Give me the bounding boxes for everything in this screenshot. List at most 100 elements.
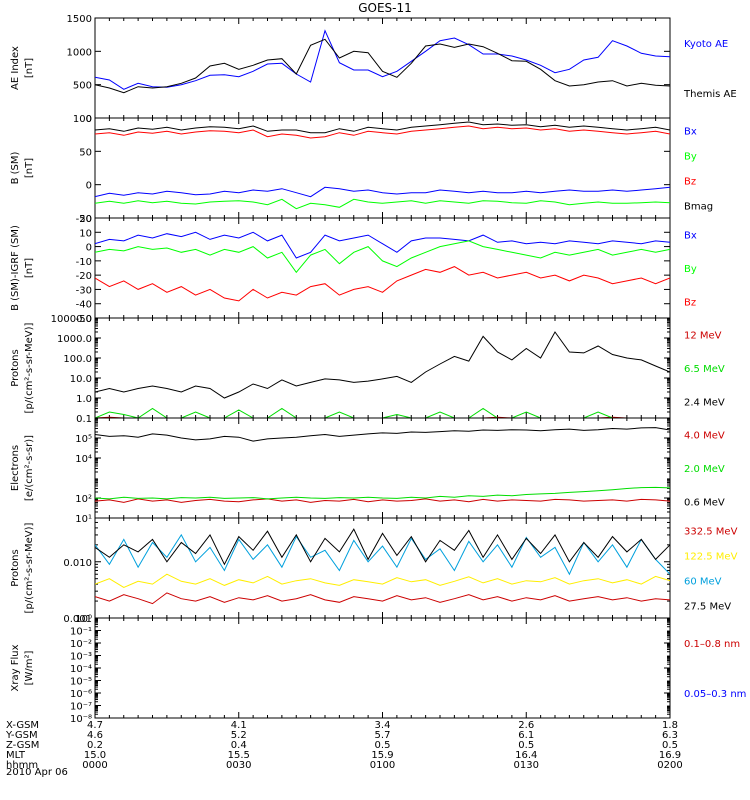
y-tick-label: -50 xyxy=(76,214,92,225)
footer-value: 0200 xyxy=(657,760,682,771)
panel-6: 0.001 0.010 Protons [p/(cm²-s-sr-MeV)] 332.5… xyxy=(10,517,738,625)
y-axis-label: [W/m²] xyxy=(24,650,35,685)
legend-label: 332.5 MeV xyxy=(684,527,738,538)
footer-value: 0.4 xyxy=(231,740,247,751)
y-tick-label: 20 xyxy=(79,214,92,225)
y-tick-label: 0.001 xyxy=(63,614,92,625)
footer-group: X-GSM 4.7 4.1 3.4 2.6 1.8 Y-GSM 4.6 5.2 5.7 6.1 6.3… xyxy=(5,720,683,771)
y-tick-label: 10¹ xyxy=(75,514,92,525)
series-line xyxy=(95,240,670,274)
series-line xyxy=(95,573,670,588)
footer-value: 5.7 xyxy=(375,730,391,741)
y-axis-label: [nT] xyxy=(24,58,35,78)
series-line xyxy=(95,121,670,134)
y-tick-label: 100.0 xyxy=(63,354,92,365)
y-tick-label: 1500 xyxy=(67,14,92,25)
panel-frame xyxy=(94,317,671,419)
panel-frame xyxy=(94,217,671,319)
y-tick-label: 0.1 xyxy=(76,414,92,425)
series-line xyxy=(95,231,670,259)
series-line xyxy=(95,186,670,198)
y-tick-label: 0.010 xyxy=(63,558,92,569)
series-line xyxy=(95,498,670,503)
y-tick-label: 100 xyxy=(73,114,92,125)
legend-label: 0.1–0.8 nm xyxy=(684,639,740,650)
footer-value: 1.8 xyxy=(662,720,678,731)
legend-label: By xyxy=(684,264,697,275)
legend-label: 2.0 MeV xyxy=(684,464,725,475)
legend-label: 27.5 MeV xyxy=(684,602,731,613)
footer-value: 4.6 xyxy=(87,730,103,741)
y-axis-label: Protons xyxy=(10,549,21,586)
panel-1: 0 500 1000 1500 AE Index [nT] Kyoto AE Themis A… xyxy=(10,14,737,125)
chart-title: GOES-11 xyxy=(358,1,412,15)
y-tick-label: -50 xyxy=(76,314,92,325)
legend-label: Bmag xyxy=(684,202,713,213)
y-tick-label: 1.0 xyxy=(76,394,92,405)
footer-value: 0100 xyxy=(370,760,395,771)
legend-label: Bz xyxy=(684,297,696,308)
series-line xyxy=(95,29,670,90)
y-axis-label: [nT] xyxy=(24,258,35,278)
series-line xyxy=(95,592,670,605)
series-line xyxy=(95,38,670,94)
y-tick-label: -10 xyxy=(76,257,92,268)
footer-value: 0000 xyxy=(82,760,107,771)
footer-value: 4.1 xyxy=(231,720,247,731)
y-tick-label: 10⁻⁶ xyxy=(70,689,92,700)
footer-row-label: hhmm xyxy=(6,760,38,771)
footer-value: 0.2 xyxy=(87,740,103,751)
legend-label: 2.4 MeV xyxy=(684,397,725,408)
legend-label: 60 MeV xyxy=(684,577,722,588)
panel-2: -50 0 50 100 B (SM) [nT] Bx By Bz Bmag xyxy=(10,114,713,225)
y-axis-label: [p/(cm²-s-sr-MeV)] xyxy=(24,522,35,613)
footer-value: 4.7 xyxy=(87,720,103,731)
y-tick-label: 10⁻⁷ xyxy=(70,702,92,713)
footer-value: 6.1 xyxy=(518,730,534,741)
series-line xyxy=(95,486,670,500)
series-line xyxy=(95,331,670,399)
panel-frame xyxy=(94,617,671,719)
y-tick-label: 0 xyxy=(86,114,92,125)
legend-label: Bx xyxy=(684,127,697,138)
series-line xyxy=(95,427,670,442)
footer-row-label: X-GSM xyxy=(6,720,39,731)
y-tick-label: 10⁻⁴ xyxy=(70,664,92,675)
y-tick-label: 10⁻² xyxy=(70,639,92,650)
footer-value: 16.9 xyxy=(659,750,681,761)
panel-3: -50 -40 -30 -20 -10 0 10 20 B (SM)-IGRF (SM) [nT]… xyxy=(10,214,697,325)
y-tick-label: 1000 xyxy=(67,47,92,58)
legend-label: 4.0 MeV xyxy=(684,431,725,442)
y-axis-label: Xray Flux xyxy=(10,644,21,691)
footer-value: 0.5 xyxy=(375,740,391,751)
y-axis-label: AE Index xyxy=(10,46,21,90)
panel-5: 10¹ 10² 10⁴ 10⁵ Electrons [e/(cm²-s-sr)] 4.0 M… xyxy=(10,417,725,525)
footer-value: 15.0 xyxy=(84,750,106,761)
y-tick-label: 0 xyxy=(86,243,92,254)
footer-value: 15.5 xyxy=(228,750,250,761)
legend-label: 12 MeV xyxy=(684,331,722,342)
series-line xyxy=(95,528,670,566)
panel-4: 0.1 1.0 10.0 100.0 1000.0 10000.0 Protons [p/(c… xyxy=(10,314,725,425)
y-axis-label: [nT] xyxy=(24,158,35,178)
y-tick-label: 0 xyxy=(86,181,92,192)
legend-label: Bz xyxy=(684,177,696,188)
footer-value: 0.5 xyxy=(662,740,678,751)
footer-value: 5.2 xyxy=(231,730,247,741)
legend-label: 6.5 MeV xyxy=(684,364,725,375)
legend-label: Themis AE xyxy=(683,89,737,100)
footer-row-label: MLT xyxy=(6,750,26,761)
footer-row-label: Y-GSM xyxy=(5,730,38,741)
y-tick-label: -20 xyxy=(76,271,92,282)
y-tick-label: 10⁻⁸ xyxy=(70,714,92,725)
footer-value: 0.5 xyxy=(518,740,534,751)
series-line xyxy=(95,125,670,139)
footer-value: 0130 xyxy=(514,760,539,771)
panel-frame xyxy=(94,17,671,119)
legend-label: 0.05–0.3 nm xyxy=(684,689,746,700)
y-tick-label: -40 xyxy=(76,300,92,311)
footer-value: 6.3 xyxy=(662,730,678,741)
y-tick-label: 10⁰ xyxy=(75,614,92,625)
legend-label: Bx xyxy=(684,231,697,242)
footer-value: 15.9 xyxy=(371,750,393,761)
